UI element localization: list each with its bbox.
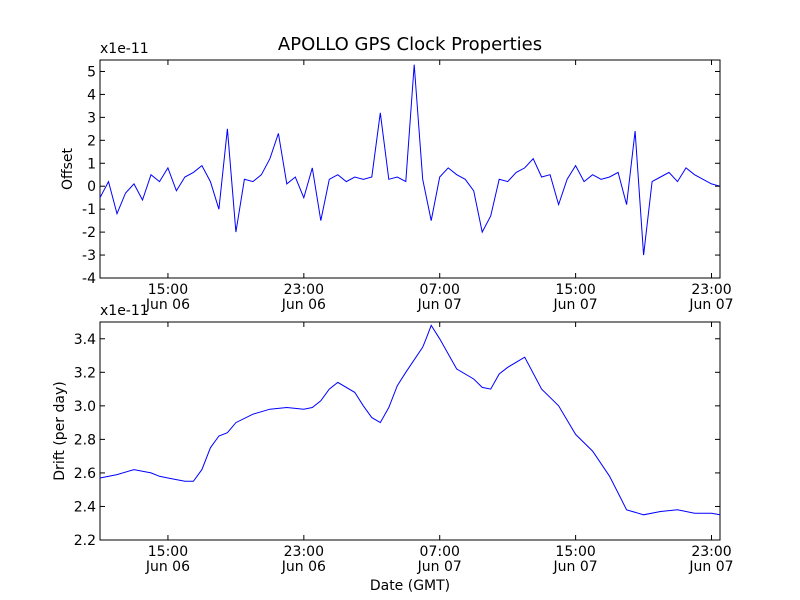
drift-plot-frame [99,321,721,541]
offset-y-tick-label: -2 [82,225,96,241]
drift-x-tick-time: 23:00 [691,544,731,560]
offset-y-axis-label: Offset [60,147,76,190]
drift-series-line [99,324,721,516]
drift-y-axis-label: Drift (per day) [52,381,68,480]
offset-y-tick-label: -4 [82,271,96,287]
offset-x-tick-date: Jun 07 [417,297,462,313]
offset-x-tick-date: Jun 06 [145,297,190,313]
drift-y-tick-label: 2.2 [74,533,96,549]
drift-y-tick-label: 3.2 [74,365,96,381]
chart-title: APOLLO GPS Clock Properties [278,34,542,55]
drift-x-tick-date: Jun 07 [688,559,733,575]
drift-x-tick-time: 15:00 [148,544,188,560]
drift-x-tick-date: Jun 07 [553,559,598,575]
drift-y-tick-label: 2.6 [74,466,96,482]
offset-y-tick-label: 2 [87,133,96,149]
x-axis-label: Date (GMT) [370,578,450,594]
offset-x-tick-date: Jun 07 [553,297,598,313]
offset-exponent-label: x1e-11 [100,41,149,57]
offset-y-tick-label: 5 [87,64,96,80]
offset-x-tick-time: 15:00 [148,282,188,298]
offset-y-tick-label: 4 [87,87,96,103]
offset-series-line [99,64,721,256]
offset-plot-frame [99,59,721,279]
offset-x-tick-time: 07:00 [420,282,460,298]
drift-exponent-label: x1e-11 [100,303,149,319]
drift-x-tick-time: 07:00 [420,544,460,560]
drift-x-tick-date: Jun 06 [281,559,326,575]
drift-y-tick-label: 2.8 [74,432,96,448]
drift-y-tick-label: 3.0 [74,399,96,415]
drift-x-tick-time: 23:00 [284,544,324,560]
drift-y-tick-label: 2.4 [74,499,96,515]
offset-x-tick-date: Jun 07 [688,297,733,313]
offset-y-tick-label: -1 [82,202,96,218]
offset-x-tick-time: 23:00 [284,282,324,298]
offset-y-tick-label: 3 [87,110,96,126]
drift-y-tick-label: 3.4 [74,332,96,348]
offset-x-tick-date: Jun 06 [281,297,326,313]
drift-x-tick-date: Jun 06 [145,559,190,575]
offset-y-tick-label: -3 [82,248,96,264]
offset-x-tick-time: 23:00 [691,282,731,298]
offset-x-tick-time: 15:00 [555,282,595,298]
offset-y-tick-label: 1 [87,156,96,172]
drift-x-tick-time: 15:00 [555,544,595,560]
offset-y-tick-label: 0 [87,179,96,195]
drift-x-tick-date: Jun 07 [417,559,462,575]
offset-y-ticks: -4 -3 -2 -1 0 1 2 3 4 5 [82,64,720,287]
drift-y-ticks: 2.2 2.4 2.6 2.8 3.0 3.2 3.4 [74,332,720,549]
